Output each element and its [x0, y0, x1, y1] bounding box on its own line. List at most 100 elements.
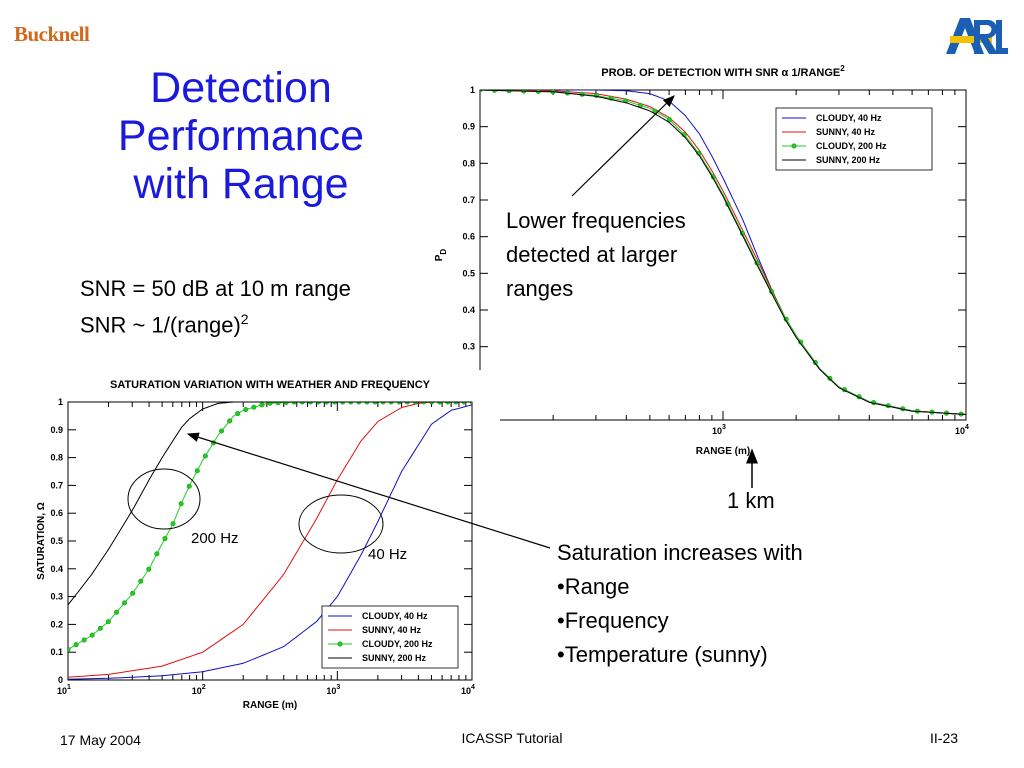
series-point — [251, 404, 257, 410]
series-point — [194, 468, 200, 474]
legend: CLOUDY, 40 Hz SUNNY, 40 Hz CLOUDY, 200 Hz S… — [775, 107, 933, 171]
annotation-line: •Frequency — [557, 608, 669, 633]
snr-line-2-base: SNR ~ 1/(range) — [80, 312, 241, 338]
y-tick-label: 0.4 — [50, 564, 63, 574]
series-point — [122, 600, 128, 606]
legend-marker — [791, 143, 797, 149]
series-point — [356, 402, 362, 405]
series-point — [412, 402, 418, 405]
series-point — [235, 411, 241, 417]
x-tick-label: 101 — [57, 684, 71, 696]
series-point — [421, 402, 427, 405]
legend-entry: SUNNY, 40 Hz — [362, 625, 422, 635]
series-point — [324, 402, 330, 405]
ellipse-40hz — [298, 494, 384, 554]
series-point — [469, 402, 472, 405]
snr-line-1: SNR = 50 dB at 10 m range — [80, 276, 351, 301]
series-point — [68, 646, 71, 652]
detection-probability-chart: PROB. OF DETECTION WITH SNR α 1/RANGE2 1 0… — [430, 58, 990, 468]
annotation-line: Lower frequencies — [506, 208, 686, 233]
legend-entry: CLOUDY, 200 Hz — [816, 141, 887, 151]
annotation-line: ranges — [506, 276, 574, 301]
y-tick-label: 0.6 — [50, 508, 63, 518]
y-tick-label: 0.5 — [50, 536, 63, 546]
series-point — [186, 483, 192, 489]
series-point — [480, 90, 483, 93]
y-tick-label: 1 — [470, 85, 475, 95]
y-tick-label: 0.1 — [50, 647, 63, 657]
snr-line-2: SNR ~ 1/(range)2 — [80, 304, 351, 340]
series-point — [453, 402, 459, 405]
saturation-chart: SATURATION VARIATION WITH WEATHER AND FR… — [10, 370, 500, 710]
series-point — [275, 402, 281, 406]
legend-entry: SUNNY, 200 Hz — [816, 155, 881, 165]
series-sunny-200-hz — [68, 402, 472, 606]
chart-title: PROB. OF DETECTION WITH SNR α 1/RANGE2 — [601, 64, 845, 79]
series-point — [445, 402, 451, 405]
label-40hz: 40 Hz — [368, 546, 408, 563]
annotation-lower-frequencies: Lower frequencies detected at larger ran… — [506, 204, 746, 306]
series-point — [267, 402, 273, 406]
y-axis-label: SATURATION, Ω — [36, 502, 47, 580]
series-point — [667, 117, 673, 123]
series-point — [827, 375, 833, 381]
legend: CLOUDY, 40 Hz SUNNY, 40 Hz CLOUDY, 200 Hz S… — [321, 605, 459, 669]
legend-entry: CLOUDY, 40 Hz — [816, 113, 882, 123]
series-point — [146, 566, 152, 572]
series-point — [364, 402, 370, 405]
y-tick-label: 0.7 — [462, 195, 475, 205]
series-point — [97, 625, 103, 631]
series-point — [299, 402, 305, 405]
legend-entry: SUNNY, 40 Hz — [816, 127, 876, 137]
footer-page-number: II-23 — [930, 730, 959, 746]
series-point — [396, 402, 402, 405]
annotation-line: detected at larger — [506, 242, 678, 267]
series-point — [372, 402, 378, 405]
x-axis-label: RANGE (m) — [696, 446, 750, 457]
series-line — [480, 90, 966, 415]
slide-title: Detection Performance with Range — [82, 64, 400, 208]
series-point — [437, 402, 443, 405]
series-point — [89, 632, 95, 638]
legend-entry: CLOUDY, 200 Hz — [362, 639, 433, 649]
series-line — [68, 402, 472, 606]
series-point — [259, 402, 265, 408]
annotation-line: Saturation increases with — [557, 540, 803, 565]
series-point — [404, 402, 410, 405]
series-point — [81, 637, 87, 643]
legend-marker — [337, 641, 343, 647]
label-200hz: 200 Hz — [191, 530, 239, 547]
series-point — [429, 402, 435, 405]
y-tick-label: 0.3 — [462, 342, 475, 352]
series-point — [154, 551, 160, 557]
footer-title: ICASSP Tutorial — [461, 730, 563, 746]
series-cloudy-200-hz — [68, 402, 472, 652]
y-tick-label: 0.7 — [50, 480, 63, 490]
annotation-line: •Temperature (sunny) — [557, 642, 768, 667]
arrow-saturation — [186, 432, 551, 549]
series-point — [113, 609, 119, 615]
series-point — [73, 642, 79, 648]
annotation-line: •Range — [557, 574, 630, 599]
snr-line-2-sup: 2 — [240, 311, 249, 327]
y-tick-label: 0.8 — [462, 158, 475, 168]
x-tick-label: 102 — [192, 684, 206, 696]
ellipse-200hz — [127, 468, 201, 530]
series-point — [162, 536, 168, 542]
title-line: Detection — [150, 64, 332, 112]
y-tick-label: 0.9 — [462, 122, 475, 132]
annotation-saturation: Saturation increases with •Range •Freque… — [557, 536, 803, 672]
y-tick-label: 1 — [58, 397, 63, 407]
y-tick-label: 0.4 — [462, 305, 475, 315]
series-point — [170, 521, 176, 527]
series-sunny-200-hz — [480, 90, 966, 415]
legend-entry: SUNNY, 200 Hz — [362, 653, 427, 663]
annotation-1km: 1 km — [727, 488, 775, 513]
series-point — [461, 402, 467, 405]
snr-text: SNR = 50 dB at 10 m range SNR ~ 1/(range… — [80, 274, 351, 340]
series-point — [315, 402, 321, 405]
legend-entry: CLOUDY, 40 Hz — [362, 611, 428, 621]
series-point — [138, 578, 144, 584]
series-point — [243, 407, 249, 413]
